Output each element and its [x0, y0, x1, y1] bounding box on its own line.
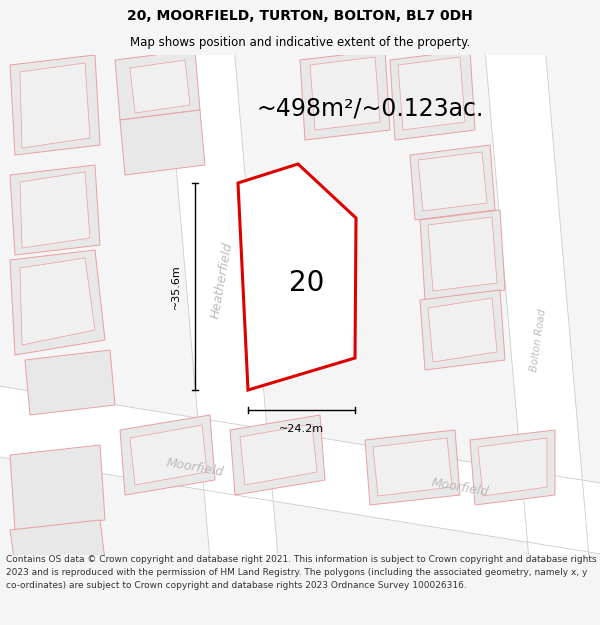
- Polygon shape: [310, 57, 380, 130]
- Polygon shape: [25, 350, 115, 415]
- Text: Map shows position and indicative extent of the property.: Map shows position and indicative extent…: [130, 36, 470, 49]
- Text: 20, MOORFIELD, TURTON, BOLTON, BL7 0DH: 20, MOORFIELD, TURTON, BOLTON, BL7 0DH: [127, 9, 473, 24]
- Polygon shape: [238, 164, 356, 390]
- Polygon shape: [120, 415, 215, 495]
- Polygon shape: [161, 0, 279, 573]
- Polygon shape: [300, 50, 390, 140]
- Text: Contains OS data © Crown copyright and database right 2021. This information is : Contains OS data © Crown copyright and d…: [6, 555, 596, 590]
- Polygon shape: [373, 438, 452, 496]
- Polygon shape: [428, 298, 497, 362]
- Text: Moorfield: Moorfield: [165, 456, 225, 479]
- Polygon shape: [428, 217, 497, 291]
- Polygon shape: [478, 438, 547, 496]
- Text: ~35.6m: ~35.6m: [171, 264, 181, 309]
- Polygon shape: [420, 290, 505, 370]
- Polygon shape: [10, 165, 100, 255]
- Polygon shape: [230, 415, 325, 495]
- Polygon shape: [420, 210, 505, 300]
- Polygon shape: [390, 50, 475, 140]
- Polygon shape: [20, 172, 90, 248]
- Polygon shape: [418, 152, 487, 211]
- Text: ~24.2m: ~24.2m: [279, 424, 324, 434]
- Polygon shape: [20, 63, 90, 148]
- Text: Moorfield: Moorfield: [430, 476, 490, 499]
- Polygon shape: [10, 445, 105, 530]
- Polygon shape: [410, 145, 495, 220]
- Polygon shape: [120, 110, 205, 175]
- Text: Heatherfield: Heatherfield: [209, 241, 235, 319]
- Polygon shape: [470, 430, 555, 505]
- Polygon shape: [0, 386, 600, 554]
- Polygon shape: [398, 57, 465, 130]
- Text: Bolton Road: Bolton Road: [529, 308, 547, 372]
- Polygon shape: [365, 430, 460, 505]
- Polygon shape: [20, 258, 95, 345]
- Text: 20: 20: [289, 269, 325, 297]
- Polygon shape: [130, 425, 207, 485]
- Polygon shape: [130, 60, 190, 113]
- Polygon shape: [480, 0, 590, 572]
- Text: ~498m²/~0.123ac.: ~498m²/~0.123ac.: [256, 96, 484, 120]
- Polygon shape: [240, 424, 317, 485]
- Polygon shape: [10, 55, 100, 155]
- Polygon shape: [10, 250, 105, 355]
- Polygon shape: [115, 50, 200, 120]
- Polygon shape: [10, 520, 105, 565]
